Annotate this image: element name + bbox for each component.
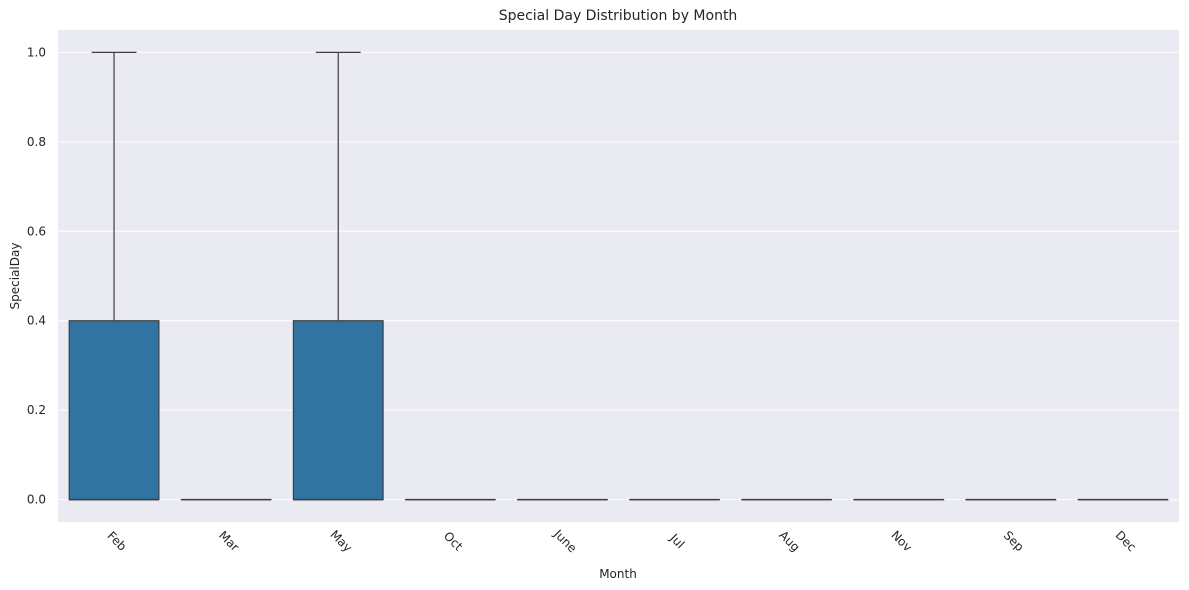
boxes [68,51,1169,501]
plot-area [58,30,1179,522]
y-tick-label: 0.8 [27,135,46,149]
chart-title: Special Day Distribution by Month [499,8,738,24]
y-axis-ticks: 0.0 0.2 0.4 0.6 0.8 1.0 [27,45,46,506]
x-tick-label: Dec [1113,528,1139,554]
y-tick-label: 0.6 [27,224,46,238]
x-axis-ticks: Feb Mar May Oct June Jul Aug Nov Sep Dec [104,526,1139,555]
y-tick-label: 0.2 [27,403,46,417]
box-body [68,320,160,501]
x-tick-label: Mar [216,528,242,554]
y-axis-label: SpecialDay [8,243,22,310]
x-tick-label: Sep [1001,528,1027,554]
y-tick-label: 0.4 [27,314,46,328]
y-tick-label: 1.0 [27,45,46,59]
box-body [292,320,384,501]
box-feb [68,51,160,501]
box-may [292,51,384,501]
x-tick-label: Feb [104,529,129,554]
y-tick-label: 0.0 [27,493,46,507]
x-tick-label: Oct [441,529,466,554]
x-tick-label: Nov [888,528,914,554]
x-tick-label: June [550,526,579,555]
x-tick-label: Jul [667,530,688,551]
x-axis-label: Month [599,567,637,581]
x-tick-label: Aug [776,528,802,554]
x-tick-label: May [327,527,354,554]
